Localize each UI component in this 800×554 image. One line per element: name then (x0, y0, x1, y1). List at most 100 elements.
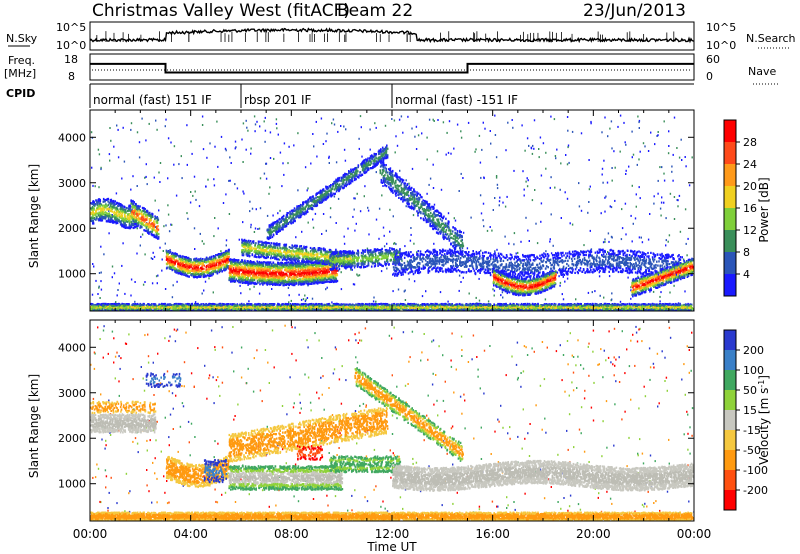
range-gate-cell (621, 227, 624, 230)
range-gate-cell (665, 244, 667, 247)
range-gate-cell (251, 269, 253, 273)
range-gate-cell (301, 283, 304, 286)
range-gate-cell (254, 123, 257, 126)
range-gate-cell (157, 237, 160, 240)
range-gate-cell (630, 289, 632, 292)
range-gate-cell (114, 221, 117, 224)
range-gate-cell (260, 269, 263, 272)
range-gate-cell (243, 273, 245, 277)
range-gate-cell (212, 291, 214, 294)
range-gate-cell (263, 241, 266, 244)
range-gate-cell (277, 272, 280, 275)
range-gate-cell (292, 275, 294, 278)
range-gate-cell (167, 262, 169, 265)
range-gate-cell (166, 257, 168, 260)
range-gate-cell (288, 145, 290, 148)
range-gate-cell (200, 270, 203, 273)
range-gate-cell (353, 266, 356, 269)
range-gate-cell (234, 147, 236, 150)
range-gate-cell (653, 202, 655, 205)
range-gate-cell (195, 257, 198, 260)
range-gate-cell (323, 275, 326, 278)
range-gate-cell (193, 175, 196, 178)
range-gate-cell (511, 119, 513, 121)
range-gate-cell (673, 196, 676, 198)
range-gate-cell (540, 220, 542, 223)
range-gate-cell (277, 262, 279, 265)
range-gate-cell (201, 259, 203, 262)
range-gate-cell (222, 258, 224, 261)
range-gate-cell (320, 117, 323, 120)
range-gate-cell (317, 275, 319, 278)
range-gate-cell (120, 215, 123, 218)
range-gate-cell (285, 259, 288, 262)
power-scatter (90, 114, 694, 311)
range-gate-cell (106, 205, 108, 208)
range-gate-cell (209, 263, 211, 266)
range-gate-cell (145, 226, 148, 229)
range-gate-cell (317, 281, 320, 284)
range-gate-cell (124, 211, 127, 215)
range-gate-cell (316, 155, 318, 158)
range-gate-cell (260, 273, 263, 276)
range-gate-cell (110, 218, 112, 221)
range-gate-cell (132, 202, 134, 205)
range-gate-cell (304, 294, 306, 297)
range-gate-cell (260, 265, 262, 268)
range-gate-cell (286, 274, 289, 277)
range-gate-cell (165, 255, 168, 258)
range-gate-cell (182, 270, 184, 274)
range-gate-cell (263, 120, 265, 123)
range-gate-cell (315, 269, 318, 272)
range-gate-cell (246, 126, 248, 129)
range-gate-cell (502, 201, 504, 204)
range-gate-cell (314, 212, 317, 215)
range-gate-cell (273, 264, 275, 268)
range-gate-cell (174, 262, 176, 265)
range-gate-cell (200, 266, 202, 269)
range-gate-cell (98, 218, 100, 221)
range-gate-cell (330, 280, 333, 283)
range-gate-cell (276, 280, 278, 284)
range-gate-cell (554, 155, 557, 157)
range-gate-cell (304, 269, 307, 272)
range-gate-cell (264, 279, 267, 282)
range-gate-cell (102, 206, 105, 209)
range-gate-cell (109, 216, 112, 219)
range-gate-cell (142, 223, 145, 227)
range-gate-cell (156, 217, 159, 220)
range-gate-cell (236, 273, 238, 276)
range-gate-cell (268, 281, 270, 284)
range-gate-cell (302, 274, 305, 278)
range-gate-cell (276, 242, 278, 245)
range-gate-cell (433, 120, 435, 122)
range-gate-cell (459, 253, 461, 256)
range-gate-cell (153, 228, 155, 231)
range-gate-cell (117, 204, 120, 207)
range-gate-cell (559, 281, 562, 284)
range-gate-cell (466, 247, 469, 250)
range-gate-cell (107, 218, 110, 221)
range-gate-cell (119, 215, 121, 218)
range-gate-cell (532, 144, 534, 147)
range-gate-cell (300, 273, 302, 276)
range-gate-cell (101, 213, 103, 216)
range-gate-cell (149, 230, 152, 233)
range-gate-cell (138, 212, 141, 216)
range-gate-cell (134, 300, 136, 303)
range-gate-cell (495, 176, 498, 179)
range-gate-cell (183, 269, 186, 272)
range-gate-cell (177, 262, 179, 265)
range-gate-cell (225, 252, 227, 255)
range-gate-cell (97, 218, 100, 221)
range-gate-cell (553, 118, 556, 121)
range-gate-cell (126, 220, 129, 223)
range-gate-cell (186, 124, 188, 127)
range-gate-cell (588, 159, 590, 161)
range-gate-cell (134, 218, 136, 221)
range-gate-cell (178, 263, 180, 266)
range-gate-cell (293, 262, 296, 266)
range-gate-cell (195, 265, 198, 268)
range-gate-cell (272, 283, 274, 286)
range-gate-cell (672, 153, 674, 156)
